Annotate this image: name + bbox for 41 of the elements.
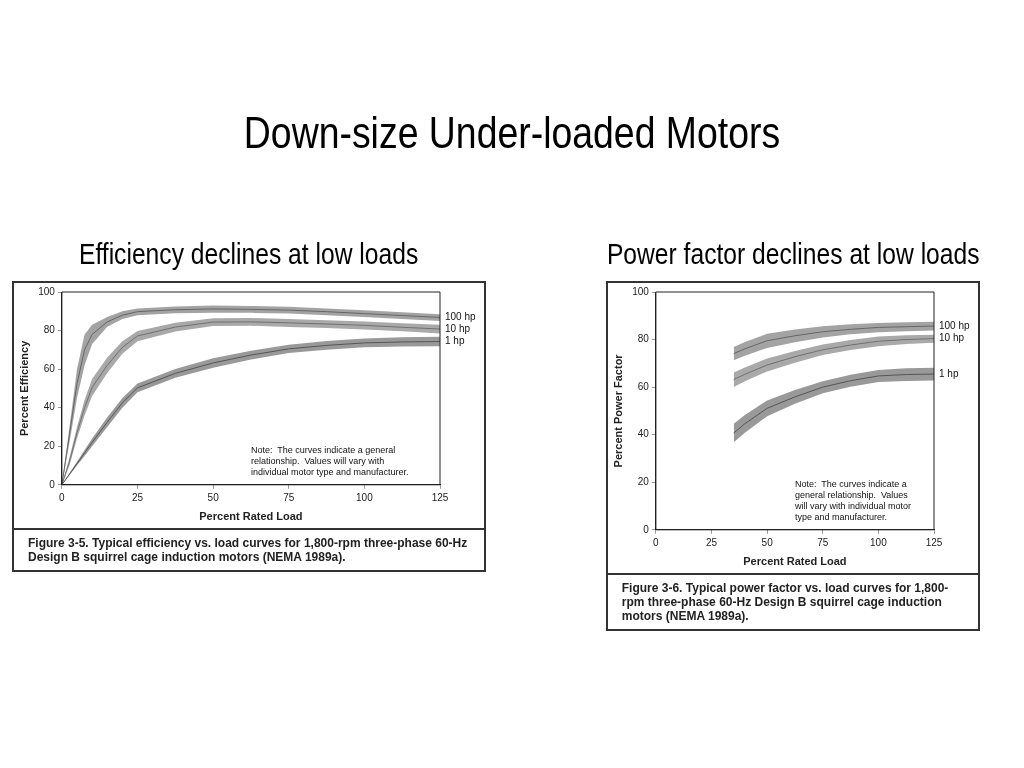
caption: Figure 3-5. Typical efficiency vs. load curves for 1,800-rpm three-phase 60-Hz Design B squirrel cage induction motors (NEMA 1989a). (14, 528, 484, 570)
y-tick-label: 20 (43, 439, 56, 451)
y-tick-label: 80 (43, 324, 56, 336)
y-tick-label: 20 (637, 475, 650, 487)
caption: Figure 3-6. Typical power factor vs. load curves for 1,800-rpm three-phase 60-Hz Design B squirrel cage induction motors (NEMA 1989a). (607, 573, 978, 629)
annotation: Note: The curves indicate a general relationship. Values will vary with individual motor type and manufacturer. (793, 479, 911, 523)
y-tick-label: 60 (43, 362, 56, 374)
x-tick-label: 50 (761, 536, 773, 548)
x-tick-label: 75 (283, 491, 295, 503)
series-label: 100 hp (938, 319, 970, 331)
y-axis-title: Percent Power Factor (611, 353, 624, 468)
y-tick-label: 100 (631, 285, 650, 297)
x-tick-label: 25 (705, 536, 718, 548)
x-tick-label: 75 (816, 536, 829, 548)
y-tick-label: 100 (38, 285, 56, 297)
x-tick-label: 0 (652, 536, 659, 548)
series-label: 10 hp (445, 322, 471, 334)
x-tick-label: 125 (431, 491, 449, 503)
y-tick-label: 80 (637, 333, 650, 345)
x-tick-label: 25 (131, 491, 144, 503)
x-tick-label: 125 (925, 536, 943, 548)
y-tick-label: 60 (637, 380, 650, 392)
y-tick-label: 40 (637, 428, 650, 440)
series-label: 100 hp (445, 311, 477, 323)
series-label: 1 hp (445, 335, 465, 347)
y-tick-label: 0 (49, 478, 56, 490)
chart-title: Down-size Under-loaded Motors (242, 107, 782, 159)
y-tick-label: 40 (43, 401, 56, 413)
x-tick-label: 50 (207, 491, 220, 503)
y-tick-label: 0 (643, 523, 650, 535)
y-axis-title: Percent Efficiency (17, 339, 30, 437)
x-axis-title: Percent Rated Load (743, 555, 847, 568)
chart-subtitle: Efficiency declines at low loads (79, 238, 419, 271)
x-tick-label: 0 (59, 491, 66, 503)
x-axis-title: Percent Rated Load (199, 510, 303, 523)
series-label: 1 hp (938, 367, 959, 379)
x-tick-label: 100 (356, 491, 374, 503)
chart-subtitle: Power factor declines at low loads (606, 238, 980, 271)
series-label: 10 hp (938, 332, 965, 344)
x-tick-label: 100 (869, 536, 887, 548)
annotation: Note: The curves indicate a general relationship. Values will vary with individual motor type and manufacturer. (250, 445, 409, 478)
